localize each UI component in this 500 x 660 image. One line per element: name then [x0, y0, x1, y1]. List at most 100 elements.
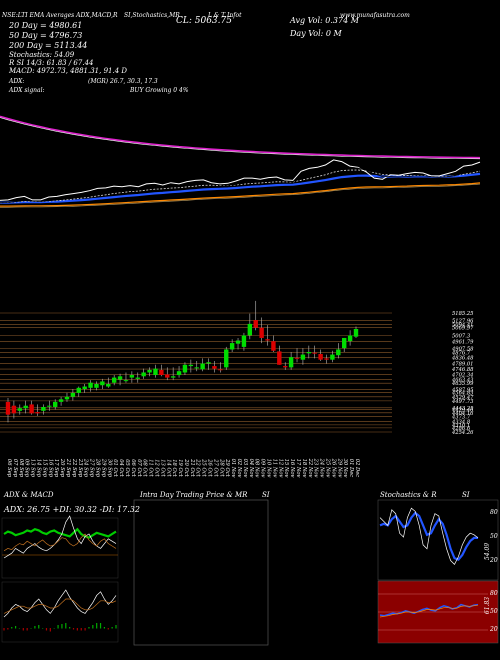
candle-body — [94, 383, 99, 388]
macd-histogram-bar — [7, 628, 9, 630]
macd-histogram-bar — [49, 628, 51, 632]
price-tick-label: 4876.7 — [451, 350, 471, 356]
candle-body — [283, 366, 288, 368]
macd-panel — [1, 581, 119, 643]
date-tick-label: 07 Oct — [136, 459, 142, 477]
stoch-line: SI,Stochastics,MR — [124, 12, 180, 19]
candle-body — [88, 382, 93, 388]
date-tick-label: 14 Oct — [165, 459, 171, 477]
stoch-tick-50: 50 — [490, 533, 498, 540]
ma200-line — [0, 115, 481, 159]
candle-body — [117, 376, 123, 380]
candle-body — [259, 327, 264, 338]
candle-body — [129, 375, 135, 378]
macd-signal-line — [3, 598, 117, 614]
candle-body — [23, 405, 28, 409]
macd-histogram-bar — [3, 628, 5, 631]
price-tick-label: 4373.7 — [451, 415, 471, 421]
candle-body — [300, 354, 306, 360]
macd-histogram-bar — [84, 628, 86, 631]
date-tick-label: 24 Sep — [83, 458, 89, 478]
ticker-line: NSE:LTI EMA Averages ADX,MACD,R — [2, 12, 118, 19]
rsi-tick-50: 50 — [490, 608, 498, 615]
candle-body — [106, 383, 111, 387]
date-tick-label: 22 Nov — [307, 458, 313, 478]
candle-body — [229, 343, 235, 350]
intraday-si: SI — [262, 491, 270, 499]
date-tick-label: 30 Nov — [342, 459, 348, 478]
date-tick-label: 17 Sep — [53, 459, 59, 478]
date-tick-label: 07 Sep — [12, 459, 18, 478]
date-tick-label: 23 Nov — [313, 458, 319, 478]
candle-body — [111, 377, 117, 383]
adx-di-plus-line — [3, 527, 117, 539]
date-tick-label: 29 Nov — [336, 458, 342, 478]
candle-body — [200, 363, 205, 370]
date-tick-label: 01 Nov — [230, 459, 236, 478]
close-price: CL: 5063.75 — [176, 16, 232, 26]
ma50-label: 50 Day = 4796.73 — [9, 31, 83, 40]
ma200-shadow-line — [0, 117, 481, 160]
date-tick-label: 15 Sep — [41, 459, 47, 478]
candle-body — [353, 329, 359, 337]
adx-signal-value: BUY Growing 0 4% — [130, 87, 189, 94]
date-tick-label: 25 Nov — [325, 458, 331, 478]
candle-body — [141, 372, 146, 377]
candle-body — [288, 357, 294, 368]
candle-body — [253, 320, 258, 328]
rsi-tick-80: 80 — [490, 590, 498, 597]
macd-histogram-bar — [18, 628, 21, 629]
macd-histogram-bar — [103, 627, 106, 629]
candle-body — [147, 369, 152, 373]
candle-body — [170, 376, 176, 378]
date-tick-label: 25 Oct — [201, 458, 207, 477]
candle-body — [17, 408, 22, 411]
date-tick-label: 20 Sep — [59, 458, 65, 478]
candle-body — [41, 406, 46, 411]
price-tick-label: 4635.99 — [451, 381, 474, 387]
stoch-value-label: 54.09 — [484, 542, 492, 561]
price-tick-label: 4443.25 — [451, 406, 473, 412]
candle-body — [58, 399, 64, 402]
candle-body — [35, 412, 40, 414]
price-tick-label: 4961.79 — [451, 340, 474, 346]
date-tick-label: 09 Nov — [260, 459, 266, 478]
watermark: www.munafasutra.com — [340, 12, 410, 19]
stoch-tick-80: 80 — [490, 509, 498, 516]
macd-histogram-bar — [69, 627, 71, 629]
candle-body — [336, 349, 341, 356]
candle-body — [5, 401, 11, 415]
rsi-label: R SI 14/3: 61.83 / 67.44 — [9, 59, 94, 67]
macd-histogram-bar — [22, 628, 24, 631]
date-tick-label: 09 Sep — [24, 459, 30, 478]
price-tick-label: 4497.73 — [451, 399, 474, 405]
support-resistance-lines — [0, 312, 392, 433]
date-tick-label: 12 Nov — [277, 459, 283, 478]
date-tick-label: 14 Sep — [35, 459, 41, 478]
candle-body — [100, 381, 105, 386]
candle-body — [194, 367, 199, 369]
macd-histogram-bar — [26, 628, 28, 631]
price-tick-label: 4746.88 — [451, 367, 474, 373]
date-tick-label: 06 Sep — [6, 459, 12, 478]
date-tick-label: 30 Sep — [106, 459, 112, 478]
ema-panel — [0, 115, 481, 208]
date-tick-label: 27 Sep — [89, 458, 95, 478]
macd-histogram-bar — [14, 626, 17, 629]
day-volume: Day Vol: 0 M — [290, 29, 342, 38]
macd-label: MACD: 4972.73, 4881.31, 91.4 D — [9, 67, 127, 75]
price-tick-label: 4254.26 — [451, 430, 474, 436]
candle-body — [324, 358, 329, 360]
date-tick-label: 17 Nov — [295, 459, 301, 478]
date-tick-label: 15 Nov — [283, 459, 289, 478]
candle-body — [218, 369, 223, 371]
price-tick-label: 4564.83 — [451, 390, 474, 396]
candle-body — [247, 323, 253, 336]
date-tick-label: 18 Oct — [171, 459, 177, 477]
price-tick-label: 4789.01 — [451, 362, 473, 368]
candle-body — [330, 354, 335, 360]
candle-body — [176, 371, 182, 376]
date-tick-label: 12 Oct — [153, 459, 159, 477]
price-tick-label: 4334.8 — [451, 420, 471, 426]
